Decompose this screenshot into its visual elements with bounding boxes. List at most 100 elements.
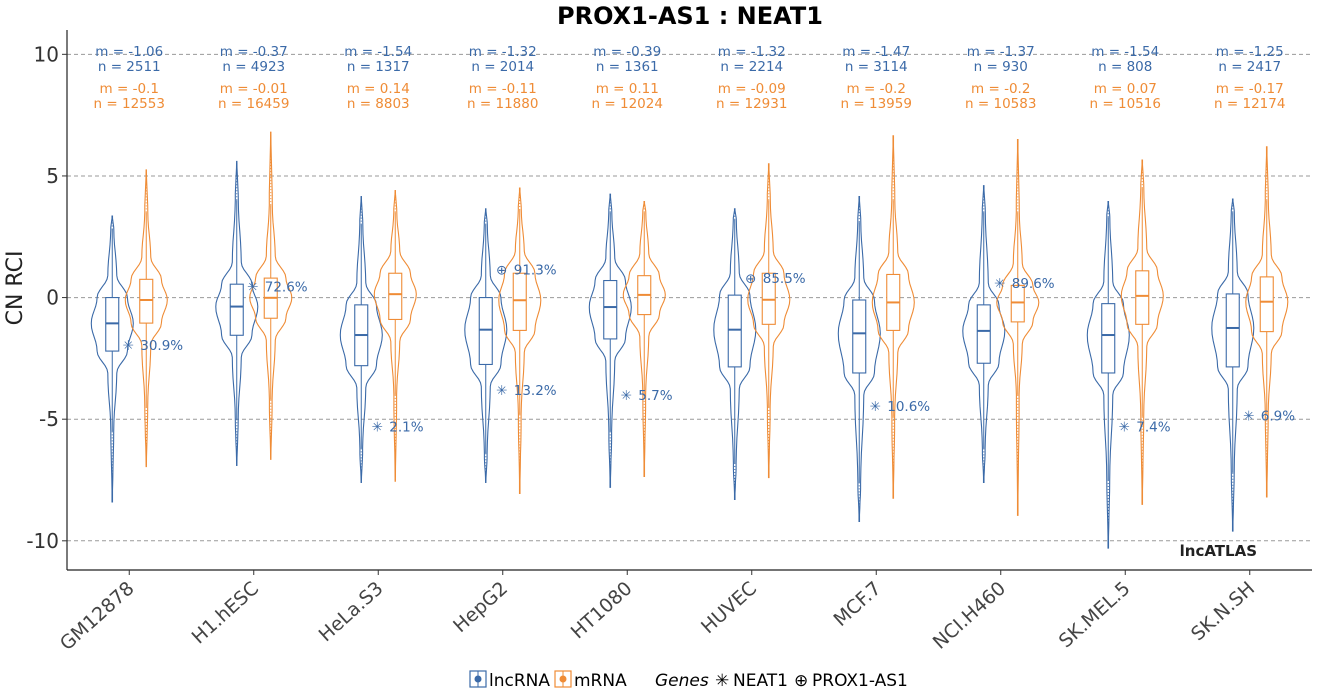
x-tick-label: H1.hESC xyxy=(188,577,264,648)
mrna-median-label: m = -0.09 xyxy=(718,81,786,97)
lncrna-median-label: m = -1.37 xyxy=(967,44,1035,60)
mrna-median-label: m = 0.11 xyxy=(596,81,659,97)
neat1-percent-label: 7.4% xyxy=(1136,419,1170,435)
mrna-median-label: m = -0.2 xyxy=(971,81,1030,97)
mrna-box xyxy=(1259,276,1274,333)
neat1-percent-label: 13.2% xyxy=(514,383,557,399)
lncrna-median-label: m = -1.32 xyxy=(718,44,786,60)
lncrna-box xyxy=(1225,293,1240,368)
neat1-percent-label: 72.6% xyxy=(265,280,308,296)
violins xyxy=(90,131,1289,549)
neat1-percent-label: 89.6% xyxy=(1012,276,1055,292)
mrna-violin-GM12878 xyxy=(124,169,168,468)
lncrna-count-label: n = 3114 xyxy=(845,59,908,75)
mrna-median-label: m = -0.17 xyxy=(1216,81,1284,97)
mrna-box xyxy=(388,272,403,321)
mrna-box xyxy=(139,278,154,324)
mrna-count-label: n = 12174 xyxy=(1214,96,1285,112)
mrna-median-label: m = 0.14 xyxy=(347,81,410,97)
lncrna-violin-H1.hESC xyxy=(215,160,259,466)
chart-title: PROX1-AS1 : NEAT1 xyxy=(557,2,823,30)
lncrna-violin-SK.N.SH xyxy=(1211,198,1255,532)
neat1-marker: ✳ xyxy=(621,388,632,404)
x-tick-label: MCF.7 xyxy=(830,577,886,631)
mrna-median-label: m = -0.1 xyxy=(100,81,159,97)
gridlines xyxy=(67,53,1312,542)
lncrna-box xyxy=(1101,303,1116,374)
lncrna-violin-HepG2 xyxy=(464,208,508,483)
mrna-violin-outline xyxy=(1120,159,1164,505)
lncrna-count-label: n = 2214 xyxy=(720,59,783,75)
x-tick-label: HepG2 xyxy=(449,577,512,637)
lncrna-violin-outline xyxy=(215,160,259,466)
legend-gene-label: NEAT1 xyxy=(733,671,788,691)
lncrna-count-label: n = 1317 xyxy=(347,59,410,75)
x-tick-label: HT1080 xyxy=(567,577,637,643)
lncrna-violin-HUVEC xyxy=(713,208,757,501)
mrna-box xyxy=(1010,284,1025,323)
lncrna-violin-SK.MEL.5 xyxy=(1086,200,1130,549)
legend-key-mrna: mRNA xyxy=(554,670,627,691)
mrna-violin-outline xyxy=(622,200,666,477)
mrna-box xyxy=(512,272,527,331)
lncrna-median-label: m = -1.32 xyxy=(469,44,537,60)
legend-swatch-dot xyxy=(559,675,567,683)
y-tick-label: -10 xyxy=(26,529,59,553)
lncrna-violin-NCI.H460 xyxy=(962,185,1006,483)
mrna-violin-HepG2 xyxy=(498,187,542,494)
mrna-count-label: n = 12553 xyxy=(94,96,165,112)
watermark: lncATLAS xyxy=(1180,542,1257,560)
neat1-marker: ✳ xyxy=(247,280,258,296)
y-tick-label: 10 xyxy=(34,42,59,66)
x-tick-label: SK.MEL.5 xyxy=(1055,577,1135,652)
lncrna-box xyxy=(852,299,867,374)
neat1-percent-label: 6.9% xyxy=(1261,409,1295,425)
mrna-violin-HeLa.S3 xyxy=(373,189,417,482)
mrna-violin-outline xyxy=(373,189,417,482)
lncrna-median-label: m = -1.25 xyxy=(1216,44,1284,60)
neat1-marker: ✳ xyxy=(1243,409,1254,425)
neat1-marker: ✳ xyxy=(1119,419,1130,435)
mrna-count-label: n = 12931 xyxy=(716,96,787,112)
legend-label: lncRNA xyxy=(489,671,550,691)
lncrna-violin-MCF.7 xyxy=(837,196,881,522)
lncrna-count-label: n = 930 xyxy=(974,59,1028,75)
lncrna-median-label: m = -1.54 xyxy=(1091,44,1159,60)
neat1-marker: ✳ xyxy=(994,276,1005,292)
neat1-percent-label: 30.9% xyxy=(140,338,183,354)
gene-markers: ✳ 30.9% ✳ 72.6% ✳ 2.1% ✳ 13.2% ⊕ 91.3% ✳ 5.7% ⊕ 85.5%… xyxy=(123,263,1296,436)
mrna-violin-SK.MEL.5 xyxy=(1120,159,1164,505)
x-tick-label: HeLa.S3 xyxy=(315,577,388,646)
prox1-as1-marker: ⊕ xyxy=(496,263,507,279)
lncrna-count-label: n = 1361 xyxy=(596,59,659,75)
lncrna-violin-GM12878 xyxy=(90,215,134,503)
lncrna-violin-outline xyxy=(90,215,134,503)
lncrna-count-label: n = 2417 xyxy=(1218,59,1281,75)
prox1-as1-percent-label: 91.3% xyxy=(514,263,557,279)
neat1-marker: ✳ xyxy=(496,383,507,399)
axes xyxy=(66,30,1312,571)
mrna-count-label: n = 10516 xyxy=(1090,96,1161,112)
x-tick-labels: GM12878 H1.hESC HeLa.S3 HepG2 HT1080 HUVEC MCF… xyxy=(56,570,1259,655)
x-tick-label: HUVEC xyxy=(697,577,761,638)
neat1-marker: ✳ xyxy=(870,399,881,415)
mrna-count-label: n = 8803 xyxy=(347,96,410,112)
lncrna-violin-outline xyxy=(962,185,1006,483)
mrna-violin-outline xyxy=(1245,146,1289,498)
lncrna-median-label: m = -1.47 xyxy=(842,44,910,60)
y-tick-label: -5 xyxy=(39,407,59,431)
legend-gene-symbol: ✳ xyxy=(715,671,729,691)
legend-genes-title: Genes xyxy=(655,671,709,691)
lncrna-median-label: m = -1.06 xyxy=(95,44,163,60)
x-tick-label: SK.N.SH xyxy=(1187,577,1259,645)
neat1-percent-label: 2.1% xyxy=(389,419,423,435)
lncrna-box xyxy=(603,279,618,340)
lncrna-violin-outline xyxy=(837,196,881,522)
lncrna-violin-HT1080 xyxy=(588,193,632,488)
prox1-as1-marker: ⊕ xyxy=(745,271,756,287)
legend: lncRNA mRNA Genes ✳ NEAT1 ⊕ PROX1-AS1 xyxy=(469,670,908,691)
legend-label: mRNA xyxy=(574,671,627,691)
lncrna-count-label: n = 2014 xyxy=(471,59,534,75)
stat-labels: m = -1.06n = 2511 m = -0.1n = 12553 m = -0… xyxy=(94,44,1286,112)
